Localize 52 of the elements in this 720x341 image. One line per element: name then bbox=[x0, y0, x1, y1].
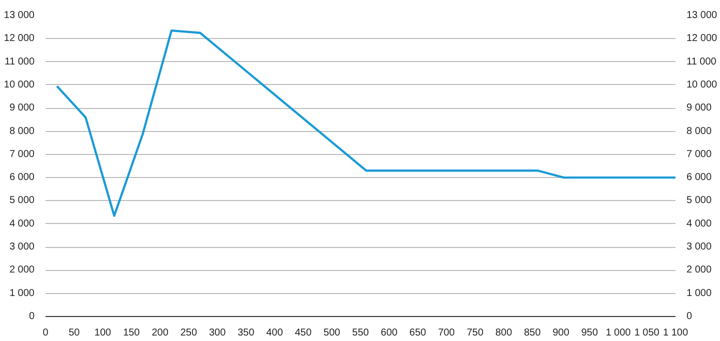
y2-tick-label: 12 000 bbox=[686, 33, 718, 44]
y-tick-label: 11 000 bbox=[4, 56, 35, 68]
y2-tick-label: 6 000 bbox=[686, 172, 712, 184]
x-tick-label: 350 bbox=[238, 328, 255, 338]
y2-tick-label: 7 000 bbox=[686, 148, 712, 160]
x-tick-label: 650 bbox=[409, 328, 427, 338]
y-tick-label: 4 000 bbox=[9, 218, 35, 230]
x-tick-label: 1 100 bbox=[662, 328, 688, 338]
y-tick-label: 9 000 bbox=[9, 102, 35, 114]
x-tick-label: 50 bbox=[68, 328, 80, 338]
x-tick-label: 500 bbox=[324, 328, 341, 338]
y2-tick-label: 3 000 bbox=[686, 242, 712, 253]
y2-tick-label: 1 000 bbox=[686, 288, 712, 299]
x-tick-label: 450 bbox=[294, 328, 312, 338]
y2-tick-label: 9 000 bbox=[686, 102, 712, 114]
y-tick-label: 10 000 bbox=[4, 79, 35, 90]
y-tick-label: 7 000 bbox=[9, 148, 35, 160]
x-tick-label: 550 bbox=[352, 328, 370, 338]
x-tick-label: 600 bbox=[380, 328, 398, 338]
x-tick-label: 950 bbox=[581, 328, 598, 338]
y-tick-label: 2 000 bbox=[9, 264, 35, 276]
x-tick-label: 850 bbox=[524, 328, 542, 338]
y2-tick-label: 13 000 bbox=[686, 10, 718, 21]
y-tick-label: 13 000 bbox=[4, 10, 35, 21]
x-tick-label: 200 bbox=[152, 328, 169, 338]
y2-tick-label: 2 000 bbox=[686, 264, 712, 276]
y2-tick-label: 4 000 bbox=[686, 218, 712, 230]
x-tick-label: 400 bbox=[266, 328, 284, 338]
y2-tick-label: 5 000 bbox=[686, 195, 712, 206]
y2-tick-label: 0 bbox=[686, 311, 692, 322]
x-tick-label: 700 bbox=[438, 328, 456, 338]
y2-tick-label: 10 000 bbox=[686, 79, 718, 90]
x-tick-label: 800 bbox=[495, 328, 512, 338]
y2-tick-label: 8 000 bbox=[686, 126, 712, 137]
y-tick-label: 6 000 bbox=[9, 172, 35, 184]
x-tick-label: 0 bbox=[42, 328, 49, 338]
y-tick-label: 3 000 bbox=[9, 242, 35, 253]
x-tick-label: 900 bbox=[552, 328, 570, 338]
y-tick-label: 8 000 bbox=[9, 126, 35, 137]
x-tick-label: 1 050 bbox=[634, 328, 660, 338]
y-tick-label: 1 000 bbox=[9, 288, 35, 299]
x-tick-label: 1 000 bbox=[606, 328, 632, 338]
y2-tick-label: 11 000 bbox=[686, 56, 717, 68]
y-tick-label: 12 000 bbox=[4, 33, 35, 44]
x-tick-label: 750 bbox=[466, 328, 484, 338]
y-tick-label: 0 bbox=[28, 311, 35, 322]
x-tick-label: 100 bbox=[94, 328, 112, 338]
line-series bbox=[56, 29, 676, 217]
x-tick-label: 150 bbox=[123, 328, 140, 338]
x-tick-label: 300 bbox=[208, 328, 226, 338]
x-tick-label: 250 bbox=[180, 328, 198, 338]
y-tick-label: 5 000 bbox=[9, 195, 35, 206]
